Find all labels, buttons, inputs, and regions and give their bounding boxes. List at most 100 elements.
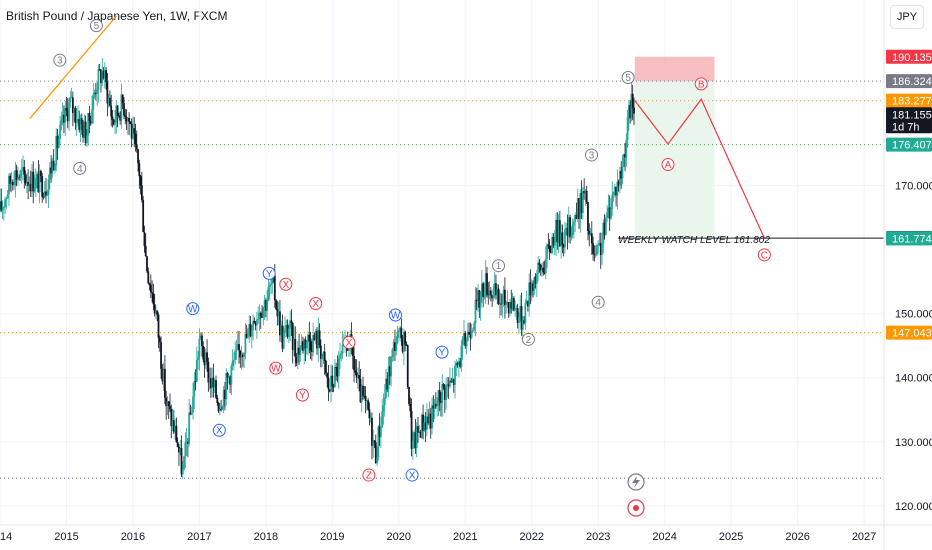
candle-body — [323, 351, 326, 362]
candle-body — [245, 333, 248, 338]
candle-body — [482, 283, 485, 298]
chart-title: British Pound / Japanese Yen, 1W, FXCM — [6, 9, 228, 23]
candle-body — [417, 426, 419, 433]
candle-body — [195, 359, 198, 382]
candle-body — [220, 408, 223, 410]
candle-body — [208, 378, 211, 383]
wave-label-text: Y — [439, 348, 446, 359]
candle-body — [436, 405, 439, 407]
candle-body — [91, 109, 93, 124]
wave-label: C — [757, 248, 771, 262]
price-tag-value: 183.277 — [892, 96, 932, 108]
candle-body — [258, 312, 261, 320]
candle-body — [167, 401, 170, 407]
candle-body — [327, 377, 330, 390]
candle-body — [484, 273, 487, 297]
candle-body — [584, 190, 587, 194]
wave-label-text: 2 — [526, 335, 532, 346]
candle-body — [460, 345, 463, 368]
candle-body — [201, 335, 203, 347]
candle-body — [294, 339, 297, 357]
candle-body — [405, 344, 408, 346]
candle-body — [157, 314, 160, 338]
wave-label: 4 — [591, 295, 605, 309]
wave-label: Y — [295, 388, 309, 402]
candle-body — [443, 387, 446, 400]
candle-body — [544, 259, 547, 274]
candle-body — [537, 262, 540, 274]
candle-body — [284, 328, 286, 333]
candle-body — [566, 228, 569, 237]
candle-body — [207, 361, 210, 383]
wave-label: W — [388, 308, 402, 322]
candle-body — [112, 119, 115, 125]
x-tick-label: 2021 — [453, 531, 477, 543]
candle-body — [594, 254, 597, 256]
wave-label-text: Y — [299, 391, 306, 402]
candle-body — [151, 292, 154, 294]
target-zone — [634, 81, 715, 239]
wave-label-circle — [661, 158, 675, 172]
wave-label: 1 — [491, 259, 505, 273]
candle-body — [43, 191, 46, 197]
candle-body — [83, 121, 86, 138]
candle-body — [465, 340, 468, 347]
wave-label-circle — [621, 70, 635, 84]
candle-body — [611, 195, 614, 209]
candle-body — [464, 333, 467, 347]
weekly-watch-annotation: WEEKLY WATCH LEVEL 161.802 — [618, 235, 770, 246]
candle-body — [477, 290, 479, 302]
candle-body — [316, 331, 318, 349]
candle-body — [493, 283, 496, 290]
y-tick-label: 150.000 — [895, 309, 932, 321]
candle-body — [422, 414, 424, 431]
candle-body — [54, 165, 56, 171]
wave-label: B — [694, 77, 708, 91]
candle-body — [103, 70, 106, 79]
candle-body — [50, 167, 53, 174]
candle-body — [197, 357, 200, 360]
candle-body — [70, 97, 73, 99]
wave-label-circle — [435, 345, 449, 359]
candle-body — [41, 175, 44, 197]
y-tick-label: 120.000 — [895, 501, 932, 513]
candle-body — [314, 331, 317, 341]
candle-body — [94, 92, 97, 95]
candle-body — [190, 412, 193, 415]
candle-body — [326, 373, 329, 378]
candle-body — [336, 366, 339, 377]
candle-body — [331, 375, 334, 387]
candle-body — [427, 416, 430, 424]
projection-path — [634, 98, 765, 239]
candle-body — [147, 271, 150, 284]
candle-body — [622, 154, 625, 167]
candle-body — [137, 149, 139, 164]
candle-body — [583, 191, 586, 194]
candle-body — [130, 123, 133, 139]
wave-label: 3 — [585, 148, 599, 162]
candle-body — [580, 193, 583, 214]
candle-body — [440, 401, 442, 403]
candle-body — [230, 365, 233, 385]
candle-body — [171, 420, 174, 427]
candle-body — [401, 338, 404, 352]
candle-body — [144, 245, 147, 257]
candle-body — [541, 267, 543, 271]
candle-body — [2, 207, 5, 208]
candle-body — [276, 309, 279, 317]
candle-body — [275, 300, 277, 310]
candle-body — [156, 310, 159, 315]
candle-body — [403, 331, 405, 352]
price-tag-value: 186.324 — [892, 76, 932, 88]
wave-label: Y — [262, 266, 276, 280]
stop-loss-zone — [634, 56, 715, 82]
candle-body — [217, 402, 220, 412]
candle-body — [163, 368, 166, 398]
candle-body — [227, 376, 230, 378]
candle-body — [496, 288, 499, 296]
candles — [0, 58, 635, 480]
candle-body — [486, 273, 488, 295]
currency-button[interactable]: JPY — [890, 5, 924, 29]
candle-body — [364, 395, 367, 401]
